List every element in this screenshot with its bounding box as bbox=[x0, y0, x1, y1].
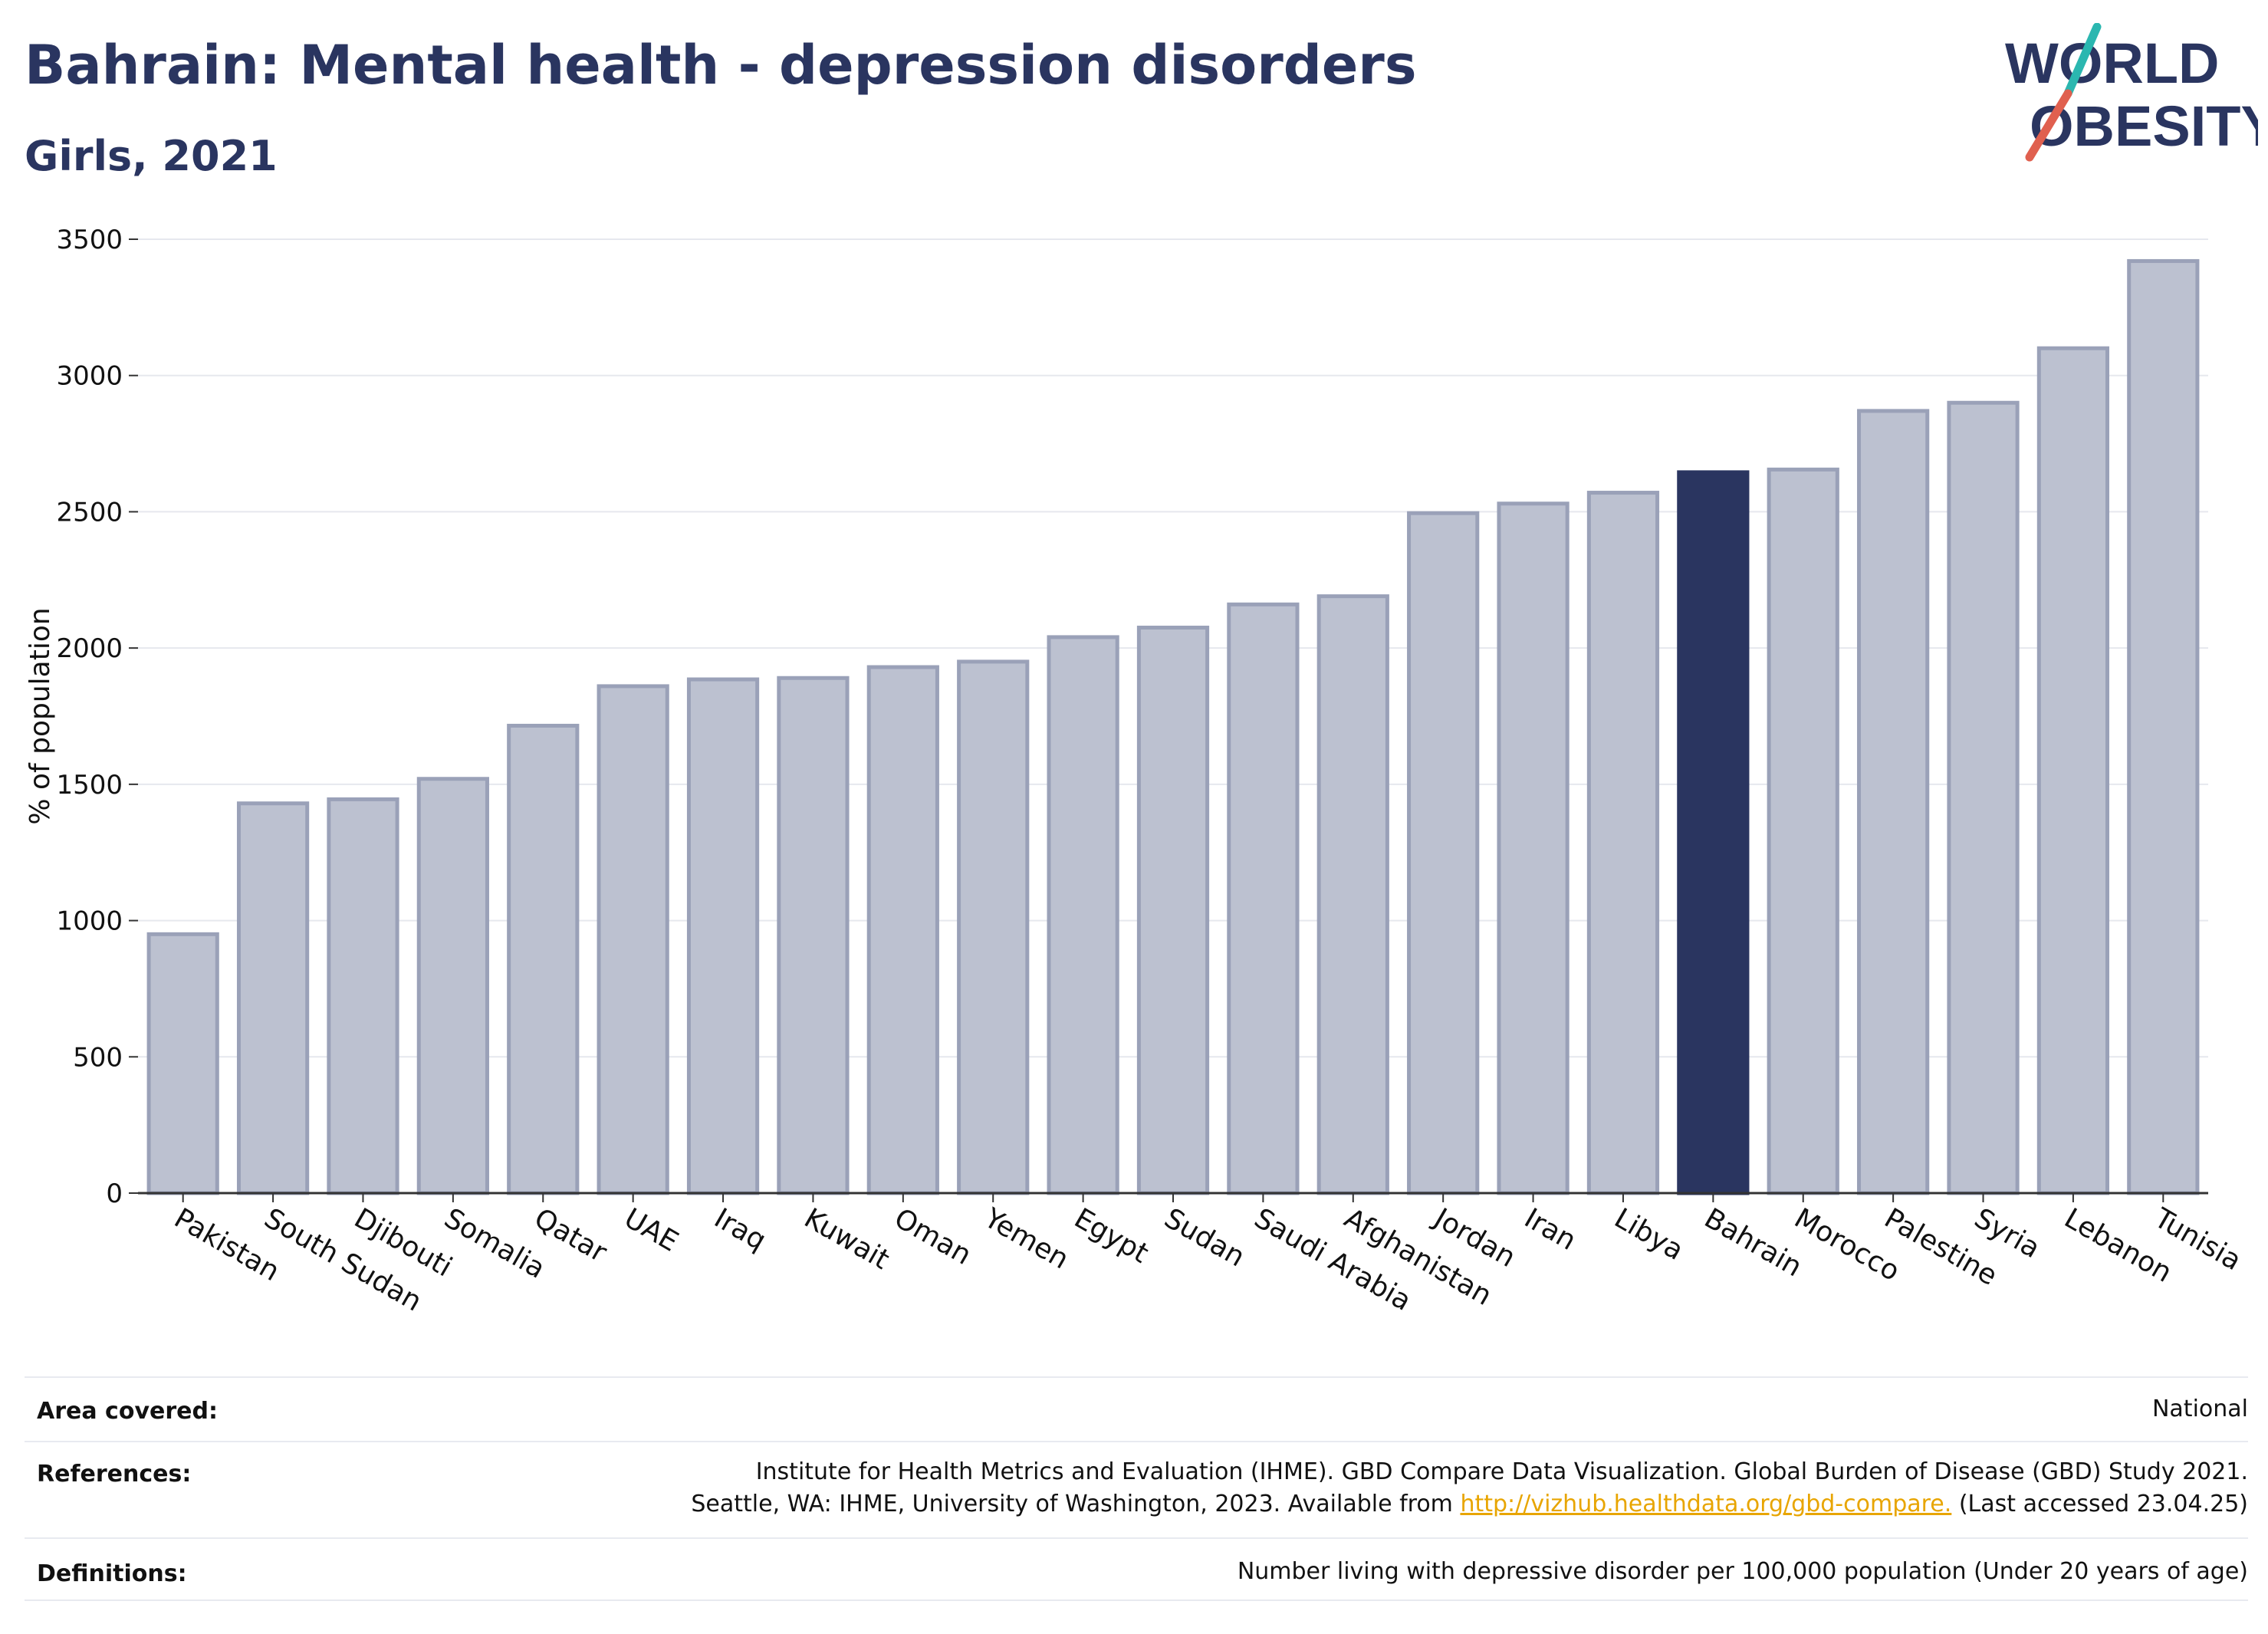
svg-text:WORLD: WORLD bbox=[2005, 31, 2220, 95]
y-tick-label: 3500 bbox=[56, 225, 123, 255]
area-label: Area covered: bbox=[37, 1398, 218, 1425]
x-tick-label: Kuwait bbox=[799, 1202, 895, 1276]
bar-palestine[interactable] bbox=[1857, 409, 1930, 1195]
references-line1: Institute for Health Metrics and Evaluat… bbox=[755, 1458, 2248, 1485]
info-table: Area covered: National References: Insti… bbox=[25, 1376, 2248, 1599]
bar-iraq[interactable] bbox=[686, 677, 760, 1195]
bar-chart: 0 500 1000 1500 2000 2500 3000 3500 PakistanSou… bbox=[25, 225, 2247, 1318]
bar-egypt[interactable] bbox=[1047, 635, 1119, 1195]
bar-south-sudan[interactable] bbox=[236, 801, 310, 1195]
bars bbox=[146, 258, 2200, 1195]
x-tick-label: Bahrain bbox=[1699, 1202, 1807, 1283]
x-tick-label: Somalia bbox=[439, 1202, 550, 1285]
references-accessed: (Last accessed 23.04.25) bbox=[1951, 1491, 2248, 1517]
references-link[interactable]: http://vizhub.healthdata.org/gbd-compare… bbox=[1460, 1491, 1952, 1517]
bar-pakistan[interactable] bbox=[146, 932, 219, 1195]
info-bottom-rule bbox=[25, 1599, 2248, 1601]
info-top-rule bbox=[25, 1376, 2248, 1378]
world-obesity-logo: WORLD OBESITY bbox=[2005, 23, 2258, 162]
references-line2: Seattle, WA: IHME, University of Washing… bbox=[691, 1488, 2248, 1521]
bar-bahrain[interactable] bbox=[1677, 470, 1750, 1195]
bar-yemen[interactable] bbox=[957, 659, 1030, 1195]
bar-djibouti[interactable] bbox=[327, 797, 399, 1195]
info-row-definitions: Definitions: Number living with depressi… bbox=[25, 1537, 2248, 1603]
bar-lebanon[interactable] bbox=[2036, 346, 2110, 1195]
x-tick-label: Egypt bbox=[1069, 1202, 1153, 1269]
definitions-value: Number living with depressive disorder p… bbox=[1237, 1558, 2248, 1585]
bar-somalia[interactable] bbox=[416, 777, 489, 1195]
y-tick-label: 3000 bbox=[56, 361, 123, 392]
y-tick-label: 2000 bbox=[56, 633, 123, 664]
chart-subtitle: Girls, 2021 bbox=[25, 132, 278, 180]
x-tick-label: Oman bbox=[889, 1202, 976, 1271]
svg-text:OBESITY: OBESITY bbox=[2030, 94, 2258, 158]
x-tick-label: Libya bbox=[1609, 1202, 1688, 1267]
x-tick-label: Iraq bbox=[709, 1202, 771, 1257]
bar-kuwait[interactable] bbox=[777, 676, 850, 1195]
info-row-area: Area covered: National bbox=[25, 1376, 2248, 1441]
info-row-references: References: Institute for Health Metrics… bbox=[25, 1441, 2248, 1539]
x-tick-label: UAE bbox=[619, 1202, 683, 1258]
bar-sudan[interactable] bbox=[1136, 625, 1210, 1195]
area-value: National bbox=[2151, 1396, 2248, 1422]
y-tick-label: 1000 bbox=[56, 906, 123, 937]
y-tick-label: 500 bbox=[73, 1042, 123, 1073]
y-tick-label: 2500 bbox=[56, 497, 123, 528]
bar-uae[interactable] bbox=[597, 684, 669, 1195]
x-tick-label: Yemen bbox=[978, 1202, 1074, 1276]
bar-oman[interactable] bbox=[866, 665, 939, 1195]
x-tick-label: Iran bbox=[1519, 1202, 1581, 1257]
y-tick-label: 0 bbox=[106, 1179, 123, 1209]
bar-tunisia[interactable] bbox=[2127, 258, 2200, 1195]
bar-qatar[interactable] bbox=[507, 723, 580, 1195]
bar-morocco[interactable] bbox=[1767, 467, 1839, 1195]
y-axis-ticks: 0 500 1000 1500 2000 2500 3000 3500 bbox=[56, 225, 138, 1209]
x-tick-label: Sudan bbox=[1159, 1202, 1251, 1273]
y-tick-label: 1500 bbox=[56, 770, 123, 801]
chart-title: Bahrain: Mental health - depression diso… bbox=[25, 34, 1417, 97]
references-text: Seattle, WA: IHME, University of Washing… bbox=[691, 1491, 1461, 1517]
bar-afghanistan[interactable] bbox=[1316, 594, 1389, 1195]
bar-saudi-arabia[interactable] bbox=[1227, 602, 1300, 1195]
bar-syria[interactable] bbox=[1947, 400, 2020, 1195]
bar-libya[interactable] bbox=[1586, 491, 1660, 1195]
definitions-label: Definitions: bbox=[37, 1560, 187, 1587]
bar-iran[interactable] bbox=[1497, 501, 1570, 1195]
y-axis-label: % of population bbox=[25, 607, 56, 824]
bar-jordan[interactable] bbox=[1407, 511, 1480, 1195]
references-label: References: bbox=[37, 1461, 192, 1488]
